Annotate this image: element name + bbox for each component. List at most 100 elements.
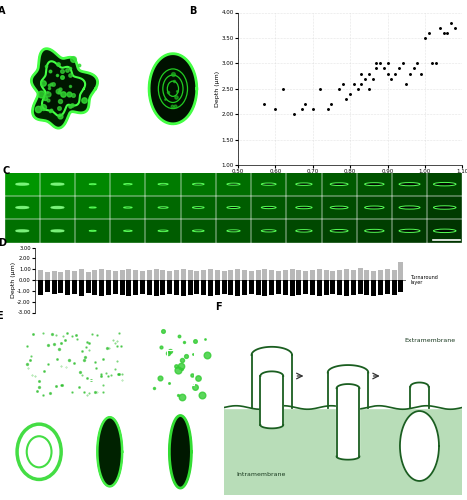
- Bar: [160, 270, 165, 280]
- Point: [272, 105, 279, 113]
- Bar: [146, 172, 181, 196]
- Bar: [216, 196, 251, 219]
- Bar: [357, 196, 392, 219]
- Bar: [5, 172, 40, 196]
- Bar: [99, 280, 104, 296]
- Bar: [427, 196, 462, 219]
- Bar: [40, 172, 75, 196]
- Bar: [215, 270, 220, 280]
- Text: F: F: [215, 302, 221, 312]
- Point: [388, 74, 395, 82]
- Point: [399, 60, 406, 68]
- Circle shape: [365, 230, 384, 232]
- Point: [302, 100, 309, 108]
- Bar: [324, 270, 329, 280]
- Bar: [65, 270, 70, 280]
- Bar: [85, 272, 91, 280]
- Polygon shape: [337, 384, 360, 460]
- Bar: [181, 280, 186, 296]
- Bar: [321, 172, 357, 196]
- Point: [365, 70, 373, 78]
- Circle shape: [158, 184, 168, 185]
- Circle shape: [16, 206, 28, 208]
- Bar: [51, 280, 57, 294]
- Bar: [310, 270, 315, 280]
- Y-axis label: Depth (μm): Depth (μm): [11, 262, 16, 298]
- Bar: [110, 196, 146, 219]
- Bar: [188, 270, 192, 280]
- Bar: [251, 172, 286, 196]
- Circle shape: [158, 206, 168, 208]
- Bar: [40, 219, 75, 242]
- Bar: [133, 280, 138, 295]
- Bar: [167, 350, 194, 385]
- Bar: [110, 219, 146, 242]
- Bar: [321, 172, 357, 196]
- Bar: [58, 272, 64, 280]
- Bar: [358, 280, 362, 294]
- Bar: [146, 219, 181, 242]
- Bar: [160, 280, 165, 295]
- Polygon shape: [170, 416, 191, 488]
- Bar: [321, 196, 357, 219]
- Bar: [133, 270, 138, 280]
- Point: [317, 84, 324, 93]
- Point: [414, 60, 421, 68]
- Circle shape: [124, 230, 132, 232]
- Circle shape: [192, 206, 204, 208]
- Circle shape: [227, 206, 240, 208]
- Bar: [72, 271, 77, 280]
- Bar: [330, 272, 335, 280]
- Bar: [392, 219, 427, 242]
- Polygon shape: [41, 62, 85, 116]
- Point: [395, 64, 403, 72]
- Bar: [106, 270, 111, 280]
- Bar: [79, 280, 84, 296]
- Bar: [110, 219, 146, 242]
- Point: [343, 95, 350, 103]
- Point: [440, 29, 447, 37]
- Bar: [255, 280, 261, 295]
- Circle shape: [399, 229, 420, 232]
- Point: [384, 70, 391, 78]
- Bar: [371, 272, 376, 280]
- Circle shape: [227, 183, 240, 185]
- Bar: [181, 172, 216, 196]
- Bar: [269, 280, 274, 295]
- Bar: [427, 219, 462, 242]
- Bar: [75, 172, 110, 196]
- Bar: [208, 269, 213, 280]
- Bar: [391, 270, 396, 280]
- Bar: [216, 172, 251, 196]
- Bar: [378, 280, 383, 295]
- Circle shape: [192, 230, 204, 232]
- Bar: [51, 271, 57, 280]
- Bar: [357, 219, 392, 242]
- Bar: [92, 270, 98, 280]
- Bar: [216, 219, 251, 242]
- Circle shape: [433, 182, 456, 186]
- Circle shape: [330, 183, 348, 186]
- Bar: [392, 196, 427, 219]
- Bar: [286, 172, 321, 196]
- Bar: [398, 262, 403, 280]
- Bar: [188, 280, 192, 295]
- Bar: [337, 270, 342, 280]
- Bar: [398, 280, 403, 292]
- Bar: [224, 408, 462, 495]
- Point: [436, 24, 444, 32]
- Bar: [286, 219, 321, 242]
- Point: [444, 29, 451, 37]
- Bar: [146, 196, 181, 219]
- Bar: [303, 280, 308, 294]
- Bar: [317, 269, 322, 280]
- Bar: [286, 196, 321, 219]
- Bar: [194, 272, 199, 280]
- Point: [391, 70, 399, 78]
- Bar: [351, 270, 356, 280]
- Bar: [251, 196, 286, 219]
- Bar: [296, 280, 301, 295]
- Point: [373, 64, 380, 72]
- Bar: [344, 280, 349, 296]
- Bar: [5, 196, 40, 219]
